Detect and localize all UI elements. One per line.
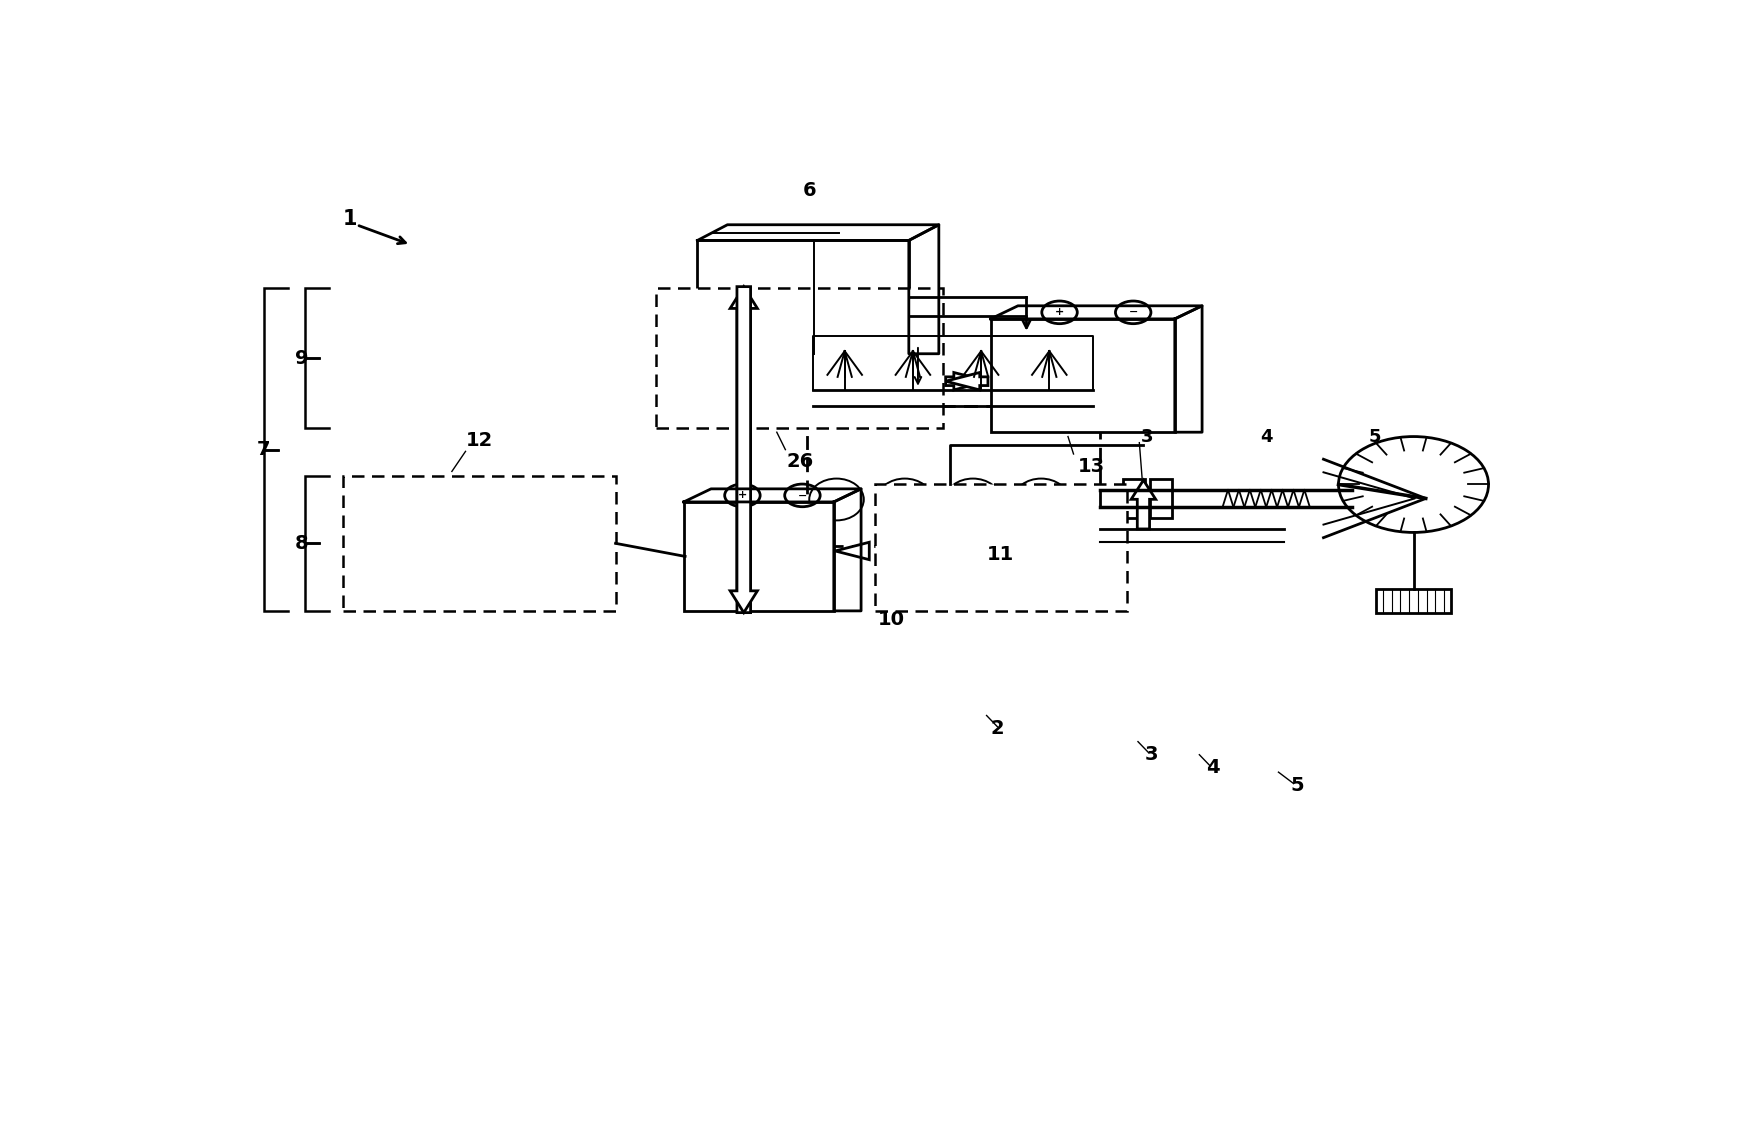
Text: +: + xyxy=(1054,308,1065,317)
Polygon shape xyxy=(836,542,869,559)
Bar xyxy=(875,484,1126,611)
Text: +: + xyxy=(737,490,746,500)
Bar xyxy=(1123,479,1144,517)
Polygon shape xyxy=(1132,480,1156,529)
Text: 4: 4 xyxy=(1206,758,1220,778)
Text: 3: 3 xyxy=(1144,745,1158,764)
Text: 3: 3 xyxy=(1140,428,1155,446)
Bar xyxy=(1376,589,1450,614)
Text: 8: 8 xyxy=(296,534,308,552)
Text: −: − xyxy=(1128,308,1139,317)
Bar xyxy=(343,475,616,611)
Polygon shape xyxy=(730,286,757,612)
Bar xyxy=(991,319,1176,432)
Polygon shape xyxy=(945,372,987,389)
Bar xyxy=(685,501,834,611)
Text: 13: 13 xyxy=(1077,456,1105,475)
Bar xyxy=(1151,479,1172,517)
Bar xyxy=(806,406,1100,546)
Text: 4: 4 xyxy=(1260,428,1272,446)
Text: 5: 5 xyxy=(1290,775,1304,795)
Bar xyxy=(656,289,943,428)
Bar xyxy=(697,240,908,353)
Polygon shape xyxy=(945,372,987,389)
Text: 11: 11 xyxy=(987,544,1014,564)
Polygon shape xyxy=(730,286,757,612)
Text: 9: 9 xyxy=(296,349,308,368)
Text: 7: 7 xyxy=(257,440,271,460)
Text: 12: 12 xyxy=(466,430,493,449)
Text: 26: 26 xyxy=(787,453,813,471)
Text: 5: 5 xyxy=(1369,428,1382,446)
Text: 10: 10 xyxy=(878,610,905,629)
Text: 6: 6 xyxy=(803,181,817,200)
Text: 2: 2 xyxy=(991,719,1005,738)
Text: −: − xyxy=(797,490,808,500)
Text: 1: 1 xyxy=(343,208,357,229)
